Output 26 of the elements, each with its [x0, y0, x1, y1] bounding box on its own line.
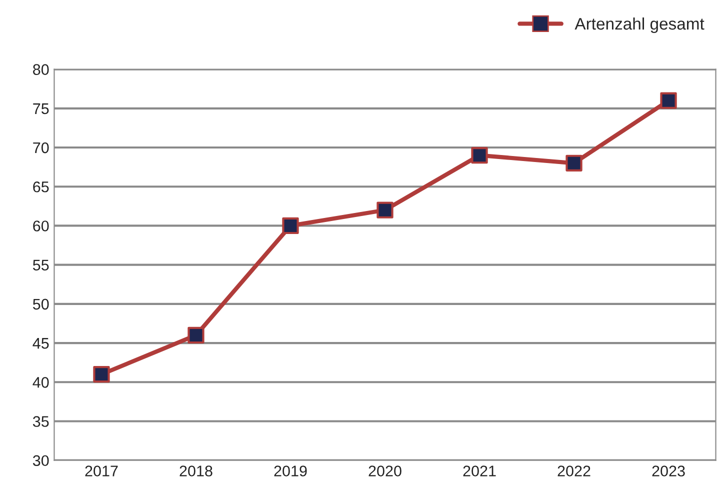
x-tick-label: 2019 [274, 466, 307, 476]
point [471, 147, 488, 164]
x-tick-label: 2018 [180, 466, 212, 476]
y-tick-label: 35 [32, 416, 49, 427]
y-tick-label: 60 [33, 220, 49, 232]
y-tick-label: 45 [32, 338, 49, 349]
point [188, 326, 204, 344]
y-tick-label: 30 [32, 455, 49, 466]
y-tick-label: 65 [33, 181, 49, 192]
y-tick-label: 55 [32, 260, 49, 271]
y-tick-label: 70 [33, 142, 49, 154]
y-tick-label: 80 [33, 64, 49, 75]
point [282, 217, 299, 234]
x-tick-label: 2020 [368, 466, 402, 476]
y-tick-label: 40 [32, 377, 49, 388]
point [93, 366, 110, 383]
point [660, 92, 677, 109]
x-tick-label: 2017 [85, 466, 118, 476]
x-tick-label: 2022 [558, 466, 590, 476]
legend-label: Artenzahl gesamt [574, 17, 704, 34]
y-tick-label: 75 [33, 103, 49, 114]
point [376, 202, 394, 218]
y-tick-label: 50 [32, 298, 49, 310]
x-tick-label: 2021 [463, 466, 496, 476]
x-tick-label: 2023 [652, 466, 685, 476]
point [566, 154, 582, 172]
